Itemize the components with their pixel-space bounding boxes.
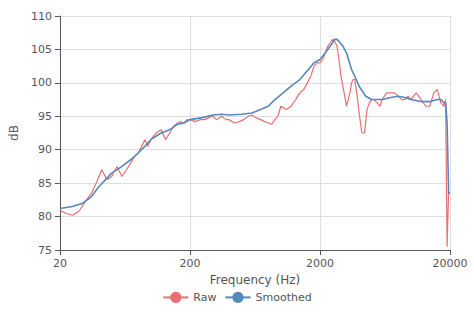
svg-text:95: 95 — [38, 110, 52, 123]
svg-text:20: 20 — [53, 257, 67, 270]
svg-text:110: 110 — [31, 10, 52, 23]
svg-text:2000: 2000 — [306, 257, 334, 270]
svg-text:105: 105 — [31, 43, 52, 56]
svg-text:80: 80 — [38, 210, 52, 223]
svg-text:90: 90 — [38, 143, 52, 156]
svg-text:Smoothed: Smoothed — [255, 291, 311, 304]
svg-text:200: 200 — [179, 257, 200, 270]
svg-text:Frequency (Hz): Frequency (Hz) — [210, 273, 301, 287]
svg-text:Raw: Raw — [193, 291, 216, 304]
svg-text:85: 85 — [38, 177, 52, 190]
svg-text:20000: 20000 — [433, 257, 468, 270]
svg-text:dB: dB — [7, 125, 21, 141]
svg-text:75: 75 — [38, 244, 52, 257]
svg-text:100: 100 — [31, 76, 52, 89]
